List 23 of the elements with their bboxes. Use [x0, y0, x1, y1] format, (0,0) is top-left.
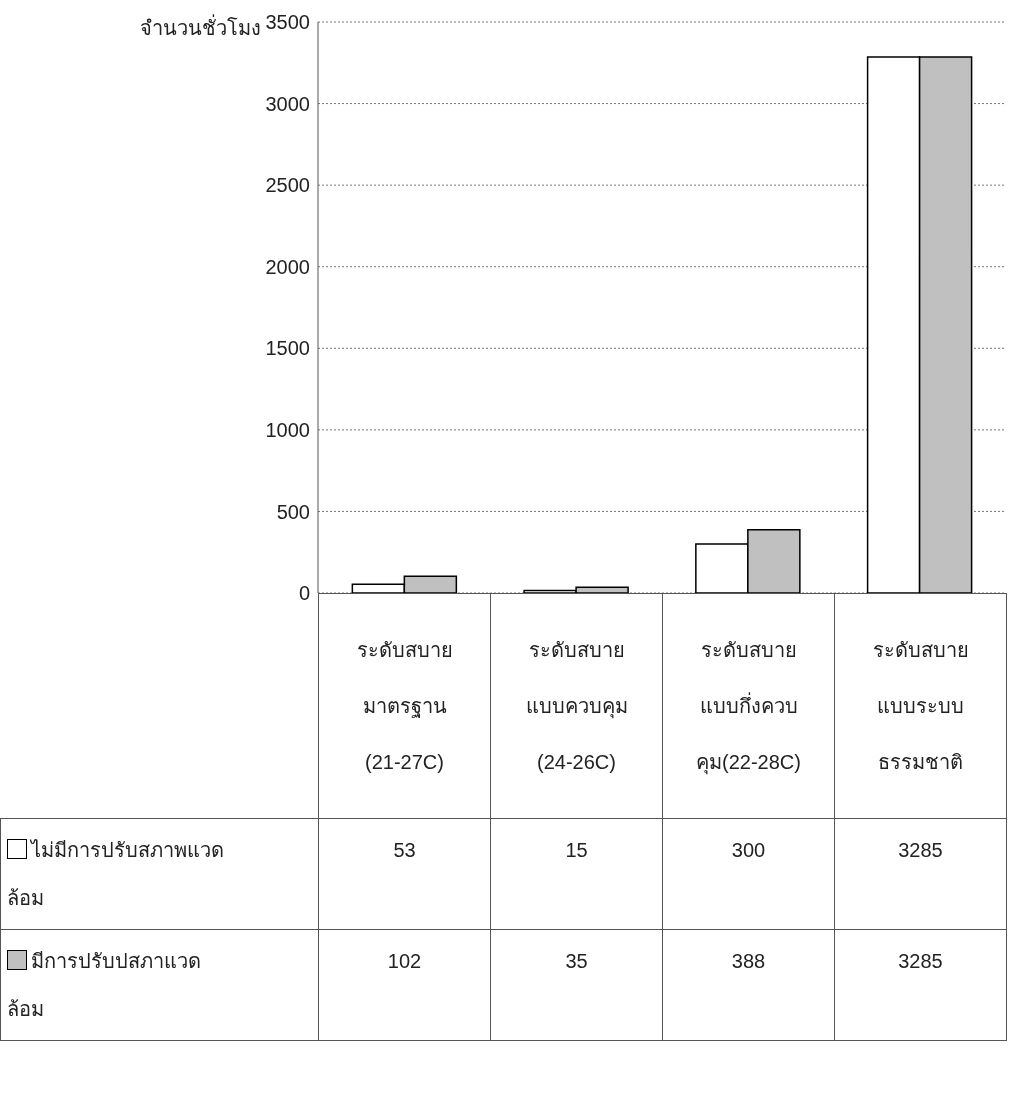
data-label: 388: [662, 929, 835, 1041]
y-tick-label: 2000: [265, 255, 310, 278]
data-label: 300: [662, 818, 835, 930]
category-label: ระดับสบาย แบบควบคุม (24-26C): [525, 639, 628, 773]
category-label: ระดับสบาย แบบกึ่งควบ คุม(22-28C): [696, 639, 801, 773]
data-label: 35: [490, 929, 663, 1041]
y-tick-label: 500: [276, 500, 310, 523]
data-label: 53: [318, 818, 491, 930]
text: ไม่มีการปรับสภาพแวด ล้อม: [7, 839, 224, 909]
y-tick-label: 3000: [265, 92, 310, 115]
data-label: 3285: [834, 929, 1007, 1041]
y-tick-label: 0: [298, 582, 310, 605]
y-tick-label: 1000: [265, 418, 310, 441]
category-label: ระดับสบาย มาตรฐาน (21-27C): [356, 639, 453, 773]
data-label: 102: [318, 929, 491, 1041]
y-tick-label: 1500: [265, 337, 310, 360]
y-tick-label: 2500: [265, 174, 310, 197]
data-label: 15: [490, 818, 663, 930]
text: มีการปรับปสภาแวด ล้อม: [7, 950, 201, 1020]
y-tick-label: 3500: [265, 11, 310, 34]
category-label: ระดับสบาย แบบระบบ ธรรมชาติ: [872, 639, 969, 773]
data-label: 3285: [834, 818, 1007, 930]
y-axis-title: จำนวนชั่วโมง: [140, 13, 261, 41]
